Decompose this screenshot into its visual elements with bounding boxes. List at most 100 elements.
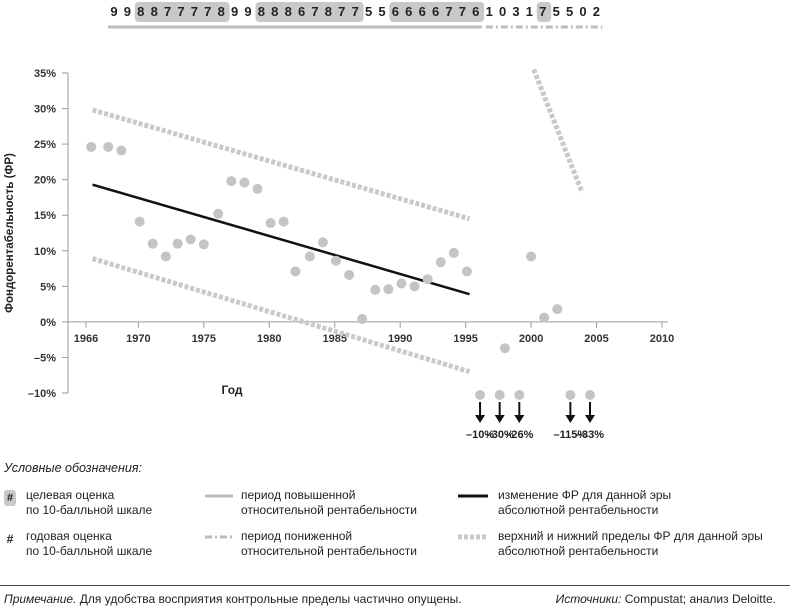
y-tick-label: 15% <box>34 210 56 222</box>
legend-title: Условные обозначения: <box>4 461 142 475</box>
data-point <box>226 176 237 187</box>
score-digit: 8 <box>218 4 225 19</box>
score-digit: 8 <box>151 4 158 19</box>
score-box <box>536 2 552 22</box>
data-point <box>539 312 550 323</box>
x-tick-label: 2005 <box>584 333 608 345</box>
data-point <box>448 247 459 258</box>
data-point <box>185 234 196 245</box>
data-point <box>86 141 97 152</box>
legend-target-score-label: целевая оценка по 10-балльной шкале <box>26 488 153 517</box>
upper-limit-line <box>91 107 471 222</box>
chart-axes: 35% 30% 25% 20% 15% 10% 5% 0% –5% –10% 1966 1970 197… <box>4 68 674 400</box>
offscale-arrow-head <box>565 415 576 423</box>
note-label: Примечание. <box>4 592 77 606</box>
data-point <box>499 343 510 354</box>
sources-label: Источники: <box>555 592 622 606</box>
legend-limits-label: верхний и нижний пределы ФР для данной э… <box>498 529 763 558</box>
legend-low-period-label: период пониженной относительной рентабел… <box>241 529 417 558</box>
score-digit: 1 <box>486 4 493 19</box>
footer-sources: Источники: Compustat; анализ Deloitte. <box>556 592 776 606</box>
dash-dot-line-icon <box>205 535 233 539</box>
data-point <box>290 266 301 277</box>
offscale-point <box>514 390 525 400</box>
data-point <box>331 255 342 266</box>
y-tick-label: 20% <box>34 175 56 187</box>
offscale-arrow-head <box>514 415 525 423</box>
legend-high-period-label: период повышенной относительной рентабел… <box>241 488 417 517</box>
score-box <box>255 2 364 22</box>
score-digit: 5 <box>553 4 560 19</box>
score-digit: 8 <box>285 4 292 19</box>
offscale-arrow-head <box>494 415 505 423</box>
data-point <box>461 266 472 277</box>
x-tick-label: 1985 <box>322 333 346 345</box>
data-point <box>317 237 328 248</box>
y-axis-title: Фондорентабельность (ФР) <box>4 153 16 313</box>
score-digit: 8 <box>137 4 144 19</box>
data-point <box>370 284 381 295</box>
solid-gray-line-icon <box>205 494 233 498</box>
sources-text: Compustat; анализ Deloitte. <box>621 592 776 606</box>
offscale-label: –30% <box>486 429 514 441</box>
y-tick-label: –5% <box>34 352 56 364</box>
score-digit: 8 <box>258 4 265 19</box>
score-digit: 8 <box>271 4 278 19</box>
score-digit: 6 <box>392 4 399 19</box>
score-digit: 7 <box>338 4 345 19</box>
score-box <box>134 2 230 22</box>
data-point <box>409 281 420 292</box>
score-digit: 5 <box>365 4 372 19</box>
score-digit: 7 <box>164 4 171 19</box>
y-tick-label: 10% <box>34 246 56 258</box>
data-point <box>383 284 394 295</box>
data-point <box>160 251 171 262</box>
offscale-label: –26% <box>505 429 533 441</box>
offscale-point <box>475 390 486 400</box>
data-point <box>265 218 276 229</box>
legend: Условные обозначения: # целевая оценка п… <box>0 455 790 585</box>
offscale-markers: –10%–30%–26% –115%–33% <box>466 390 604 441</box>
data-point <box>213 208 224 219</box>
score-box <box>389 2 485 22</box>
chart-points <box>86 141 563 354</box>
data-point <box>134 216 145 227</box>
data-point <box>172 238 183 249</box>
footer: Примечание. Для удобства восприятия конт… <box>0 585 790 610</box>
y-tick-label: 35% <box>34 68 56 80</box>
x-tick-label: 1980 <box>257 333 281 345</box>
offscale-point <box>494 390 505 400</box>
score-digit: 6 <box>432 4 439 19</box>
dashed-gray-line-icon <box>458 534 488 540</box>
x-tick-label: 1975 <box>192 333 216 345</box>
score-digit: 9 <box>244 4 251 19</box>
trend-line <box>92 183 470 296</box>
black-line-icon <box>458 494 488 498</box>
score-digit: 6 <box>405 4 412 19</box>
y-tick-label: 25% <box>34 139 56 151</box>
data-point <box>198 239 209 250</box>
score-digit: 9 <box>231 4 238 19</box>
hash-icon: # <box>6 532 14 546</box>
score-digit: 7 <box>177 4 184 19</box>
score-digit: 5 <box>566 4 573 19</box>
x-tick-label: 1990 <box>388 333 412 345</box>
offscale-point <box>585 390 595 400</box>
score-digit: 7 <box>191 4 198 19</box>
data-point <box>304 251 315 262</box>
data-point <box>116 145 127 156</box>
score-digit: 8 <box>325 4 332 19</box>
data-point <box>252 183 263 194</box>
legend-annual-score-label: годовая оценка по 10-балльной шкале <box>26 529 153 558</box>
score-digit: 6 <box>298 4 305 19</box>
data-point <box>344 269 355 280</box>
score-digit: 2 <box>593 4 600 19</box>
y-tick-label: 30% <box>34 104 56 116</box>
score-digit: 0 <box>579 4 586 19</box>
score-digit: 5 <box>378 4 385 19</box>
x-tick-label: 2010 <box>650 333 674 345</box>
score-digit: 7 <box>311 4 318 19</box>
x-tick-label: 1970 <box>126 333 150 345</box>
